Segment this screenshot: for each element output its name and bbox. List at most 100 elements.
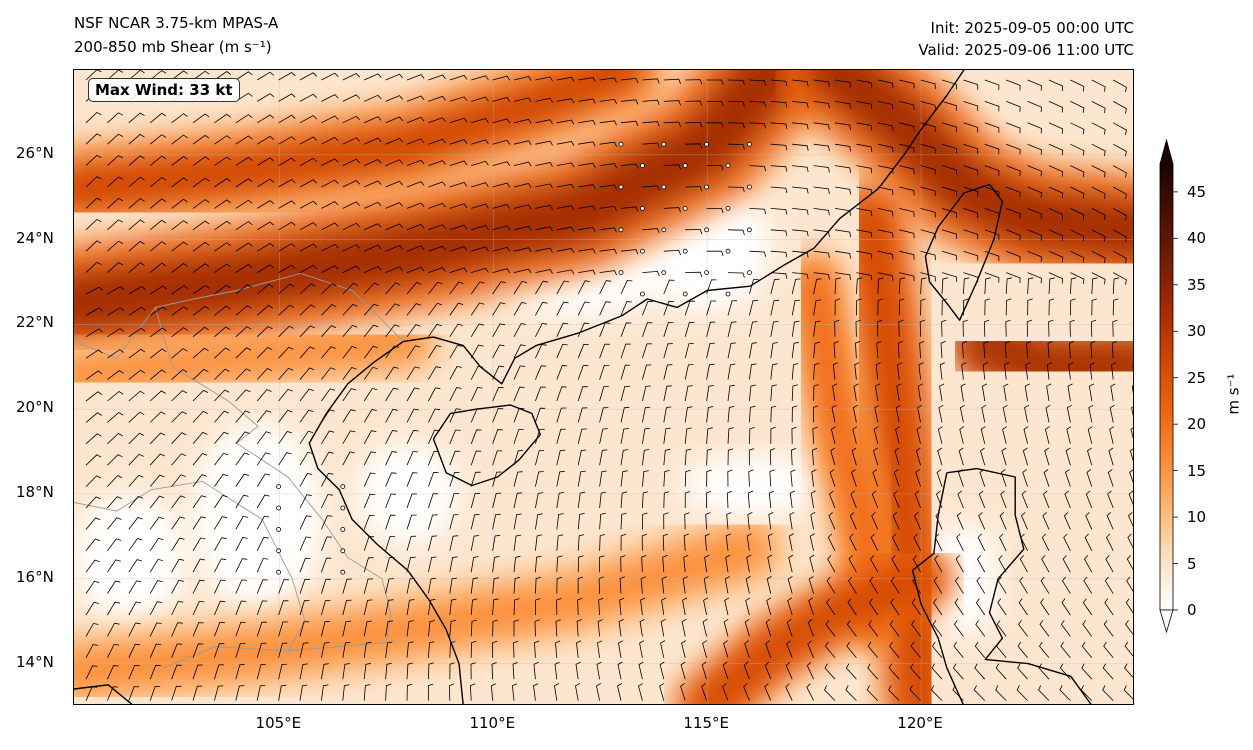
wind-barb [406,429,419,444]
wind-barb [834,229,851,238]
wind-barb [831,404,837,423]
wind-barb [235,410,251,423]
wind-barb [363,366,378,380]
wind-barb [727,448,734,466]
wind-barb [722,683,729,701]
wind-barb [492,577,500,594]
wind-barb [599,248,617,254]
wind-barb [278,642,288,658]
wind-barb [577,301,590,316]
wind-barb [1004,341,1010,359]
wind-barb [556,269,575,275]
wind-barb [681,618,687,637]
wind-barb [449,323,463,338]
wind-barb [1063,533,1071,551]
wind-barb [722,661,729,680]
wind-barb [449,344,463,359]
wind-barb [981,404,987,423]
wind-barb [492,302,506,316]
wind-barb [470,408,483,423]
wind-barb [706,250,724,257]
wind-barb [535,76,553,82]
calm-barb [725,163,731,168]
wind-barb [917,404,923,423]
wind-barb [963,186,979,197]
calm-barb [704,270,709,276]
wind-barb [577,470,586,487]
wind-barb [406,138,425,145]
wind-barb [192,199,210,209]
wind-barb [513,140,532,146]
wind-barb [385,282,401,295]
wind-barb [576,640,582,658]
wind-barb [1048,277,1055,295]
wind-barb [852,404,858,423]
wind-barb [727,229,745,236]
wind-barb [256,178,275,188]
wind-barb [513,619,519,637]
wind-barb [149,453,165,466]
wind-barb [977,555,986,573]
wind-barb [684,364,694,380]
wind-barb [342,388,357,402]
wind-barb [685,186,703,192]
wind-barb [364,223,382,231]
wind-barb [599,491,607,509]
wind-barb [363,599,373,616]
wind-barb [1018,598,1028,616]
wind-barb [1088,383,1095,402]
wind-barb [1046,362,1052,380]
wind-barb [171,537,185,552]
wind-barb [492,246,511,252]
wind-barb [278,283,295,295]
calm-barb [276,484,282,490]
wind-barb [470,577,479,594]
wind-barb [171,70,188,81]
wind-barb [1065,447,1071,466]
wind-barb [385,73,404,81]
wind-barb [107,391,124,402]
wind-barb [492,281,506,295]
wind-barb [920,143,936,154]
wind-barb [685,228,703,235]
wind-barb [85,412,103,423]
wind-barb [513,555,521,573]
wind-barb [599,555,605,573]
wind-barb [128,559,142,573]
wind-barb [1048,165,1064,177]
wind-barb [128,453,144,466]
wind-barb [770,208,788,215]
wind-barb [321,388,336,402]
wind-barb [235,431,250,445]
wind-barb [963,272,979,283]
wind-barb [808,597,814,616]
wind-barb [659,661,665,680]
wind-barb [192,474,207,487]
wind-barb [342,180,361,188]
wind-barb [940,341,946,359]
wind-barb [846,641,857,659]
wind-barb [511,683,518,701]
wind-barb [1091,122,1106,135]
wind-barb [406,493,418,509]
wind-barb [663,207,681,213]
wind-barb [663,448,671,466]
wind-barb [107,454,123,466]
wind-barb [813,101,830,109]
wind-barb [995,663,1007,680]
wind-barb [848,555,857,573]
wind-barb [256,242,275,252]
wind-barb [385,472,397,487]
wind-barb [428,577,437,594]
wind-barb [770,250,788,258]
wind-barb [428,302,443,316]
wind-barb [449,408,462,423]
wind-barb [363,387,378,402]
wind-barb [1107,490,1114,509]
wind-barb [214,431,229,445]
wind-barb [642,228,660,234]
wind-barb [492,204,511,209]
wind-barb [834,319,840,337]
wind-barb [1016,685,1028,701]
calm-barb [661,141,667,147]
